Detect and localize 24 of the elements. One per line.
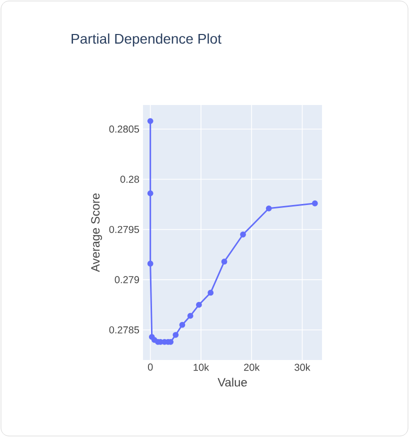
x-axis-title: Value <box>218 378 247 387</box>
point <box>147 190 154 196</box>
point <box>221 258 228 265</box>
x-tick-label: 0 <box>148 364 153 371</box>
x-tick-label: 10k <box>194 364 210 371</box>
y-tick-label: 0.2785 <box>109 326 140 334</box>
point <box>196 302 202 308</box>
point <box>179 322 186 328</box>
point <box>147 118 154 124</box>
point <box>266 205 272 212</box>
chart-title: Partial Dependence Plot <box>72 33 222 47</box>
x-tick-label: 20k <box>244 364 260 371</box>
point <box>312 200 318 206</box>
point <box>147 260 154 267</box>
y-tick-label: 0.2805 <box>109 126 140 133</box>
point <box>208 290 214 296</box>
point <box>240 232 246 238</box>
y-tick-label: 0.28 <box>120 176 140 183</box>
x-tick-label: 30k <box>294 364 310 371</box>
y-axis-title: Average Score <box>91 193 102 272</box>
y-tick-label: 0.279 <box>114 276 139 284</box>
point <box>187 312 194 319</box>
y-tick-label: 0.2795 <box>109 226 140 234</box>
point <box>172 332 179 338</box>
